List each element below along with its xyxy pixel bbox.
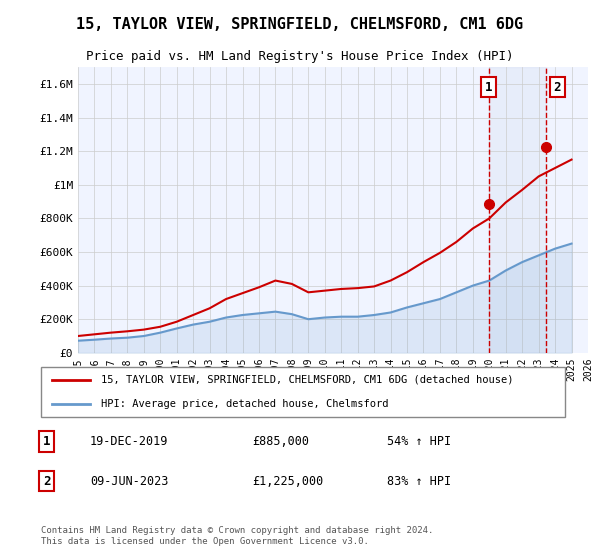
Text: £885,000: £885,000 [252, 435, 309, 448]
FancyBboxPatch shape [41, 367, 565, 417]
Text: Price paid vs. HM Land Registry's House Price Index (HPI): Price paid vs. HM Land Registry's House … [86, 50, 514, 63]
Text: 15, TAYLOR VIEW, SPRINGFIELD, CHELMSFORD, CM1 6DG: 15, TAYLOR VIEW, SPRINGFIELD, CHELMSFORD… [76, 17, 524, 32]
Text: 09-JUN-2023: 09-JUN-2023 [90, 475, 169, 488]
Text: 2: 2 [43, 475, 50, 488]
Bar [489, 67, 546, 353]
Text: 54% ↑ HPI: 54% ↑ HPI [387, 435, 451, 448]
Text: 2: 2 [554, 81, 561, 94]
Text: 15, TAYLOR VIEW, SPRINGFIELD, CHELMSFORD, CM1 6DG (detached house): 15, TAYLOR VIEW, SPRINGFIELD, CHELMSFORD… [101, 375, 513, 385]
Text: Contains HM Land Registry data © Crown copyright and database right 2024.
This d: Contains HM Land Registry data © Crown c… [41, 526, 434, 546]
Text: £1,225,000: £1,225,000 [252, 475, 323, 488]
Text: 19-DEC-2019: 19-DEC-2019 [90, 435, 169, 448]
Text: HPI: Average price, detached house, Chelmsford: HPI: Average price, detached house, Chel… [101, 399, 388, 409]
Text: 1: 1 [485, 81, 493, 94]
Text: 1: 1 [43, 435, 50, 448]
Text: 83% ↑ HPI: 83% ↑ HPI [387, 475, 451, 488]
